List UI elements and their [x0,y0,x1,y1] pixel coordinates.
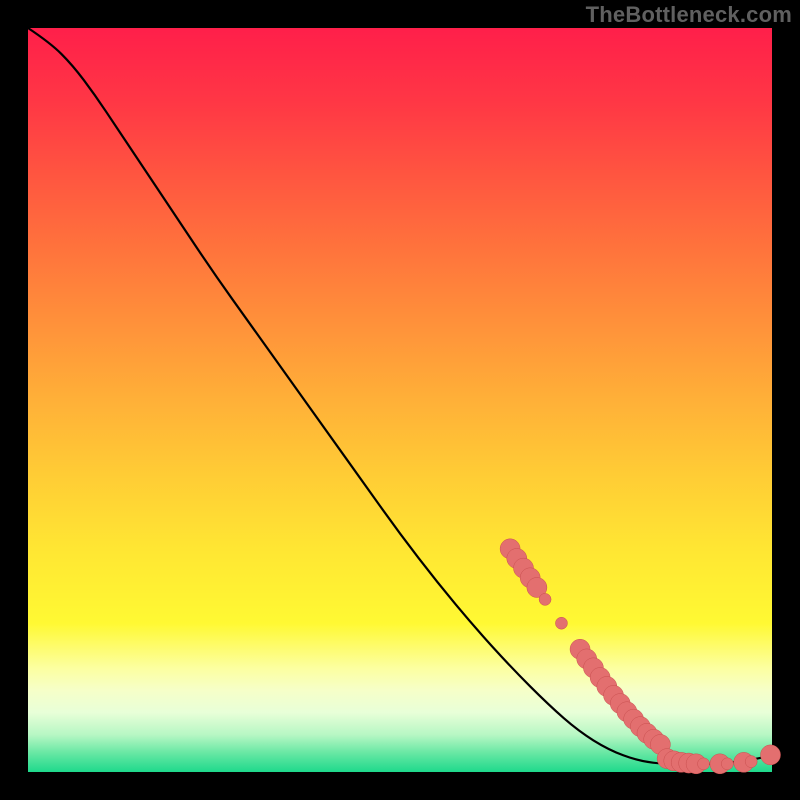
plot-background [28,28,772,772]
data-marker [761,745,781,765]
bottleneck-chart [0,0,800,800]
watermark-text: TheBottleneck.com [586,2,792,28]
data-marker [721,758,733,770]
data-marker [555,617,567,629]
chart-container: TheBottleneck.com [0,0,800,800]
data-marker [745,756,757,768]
data-marker [698,758,710,770]
data-marker [539,593,551,605]
